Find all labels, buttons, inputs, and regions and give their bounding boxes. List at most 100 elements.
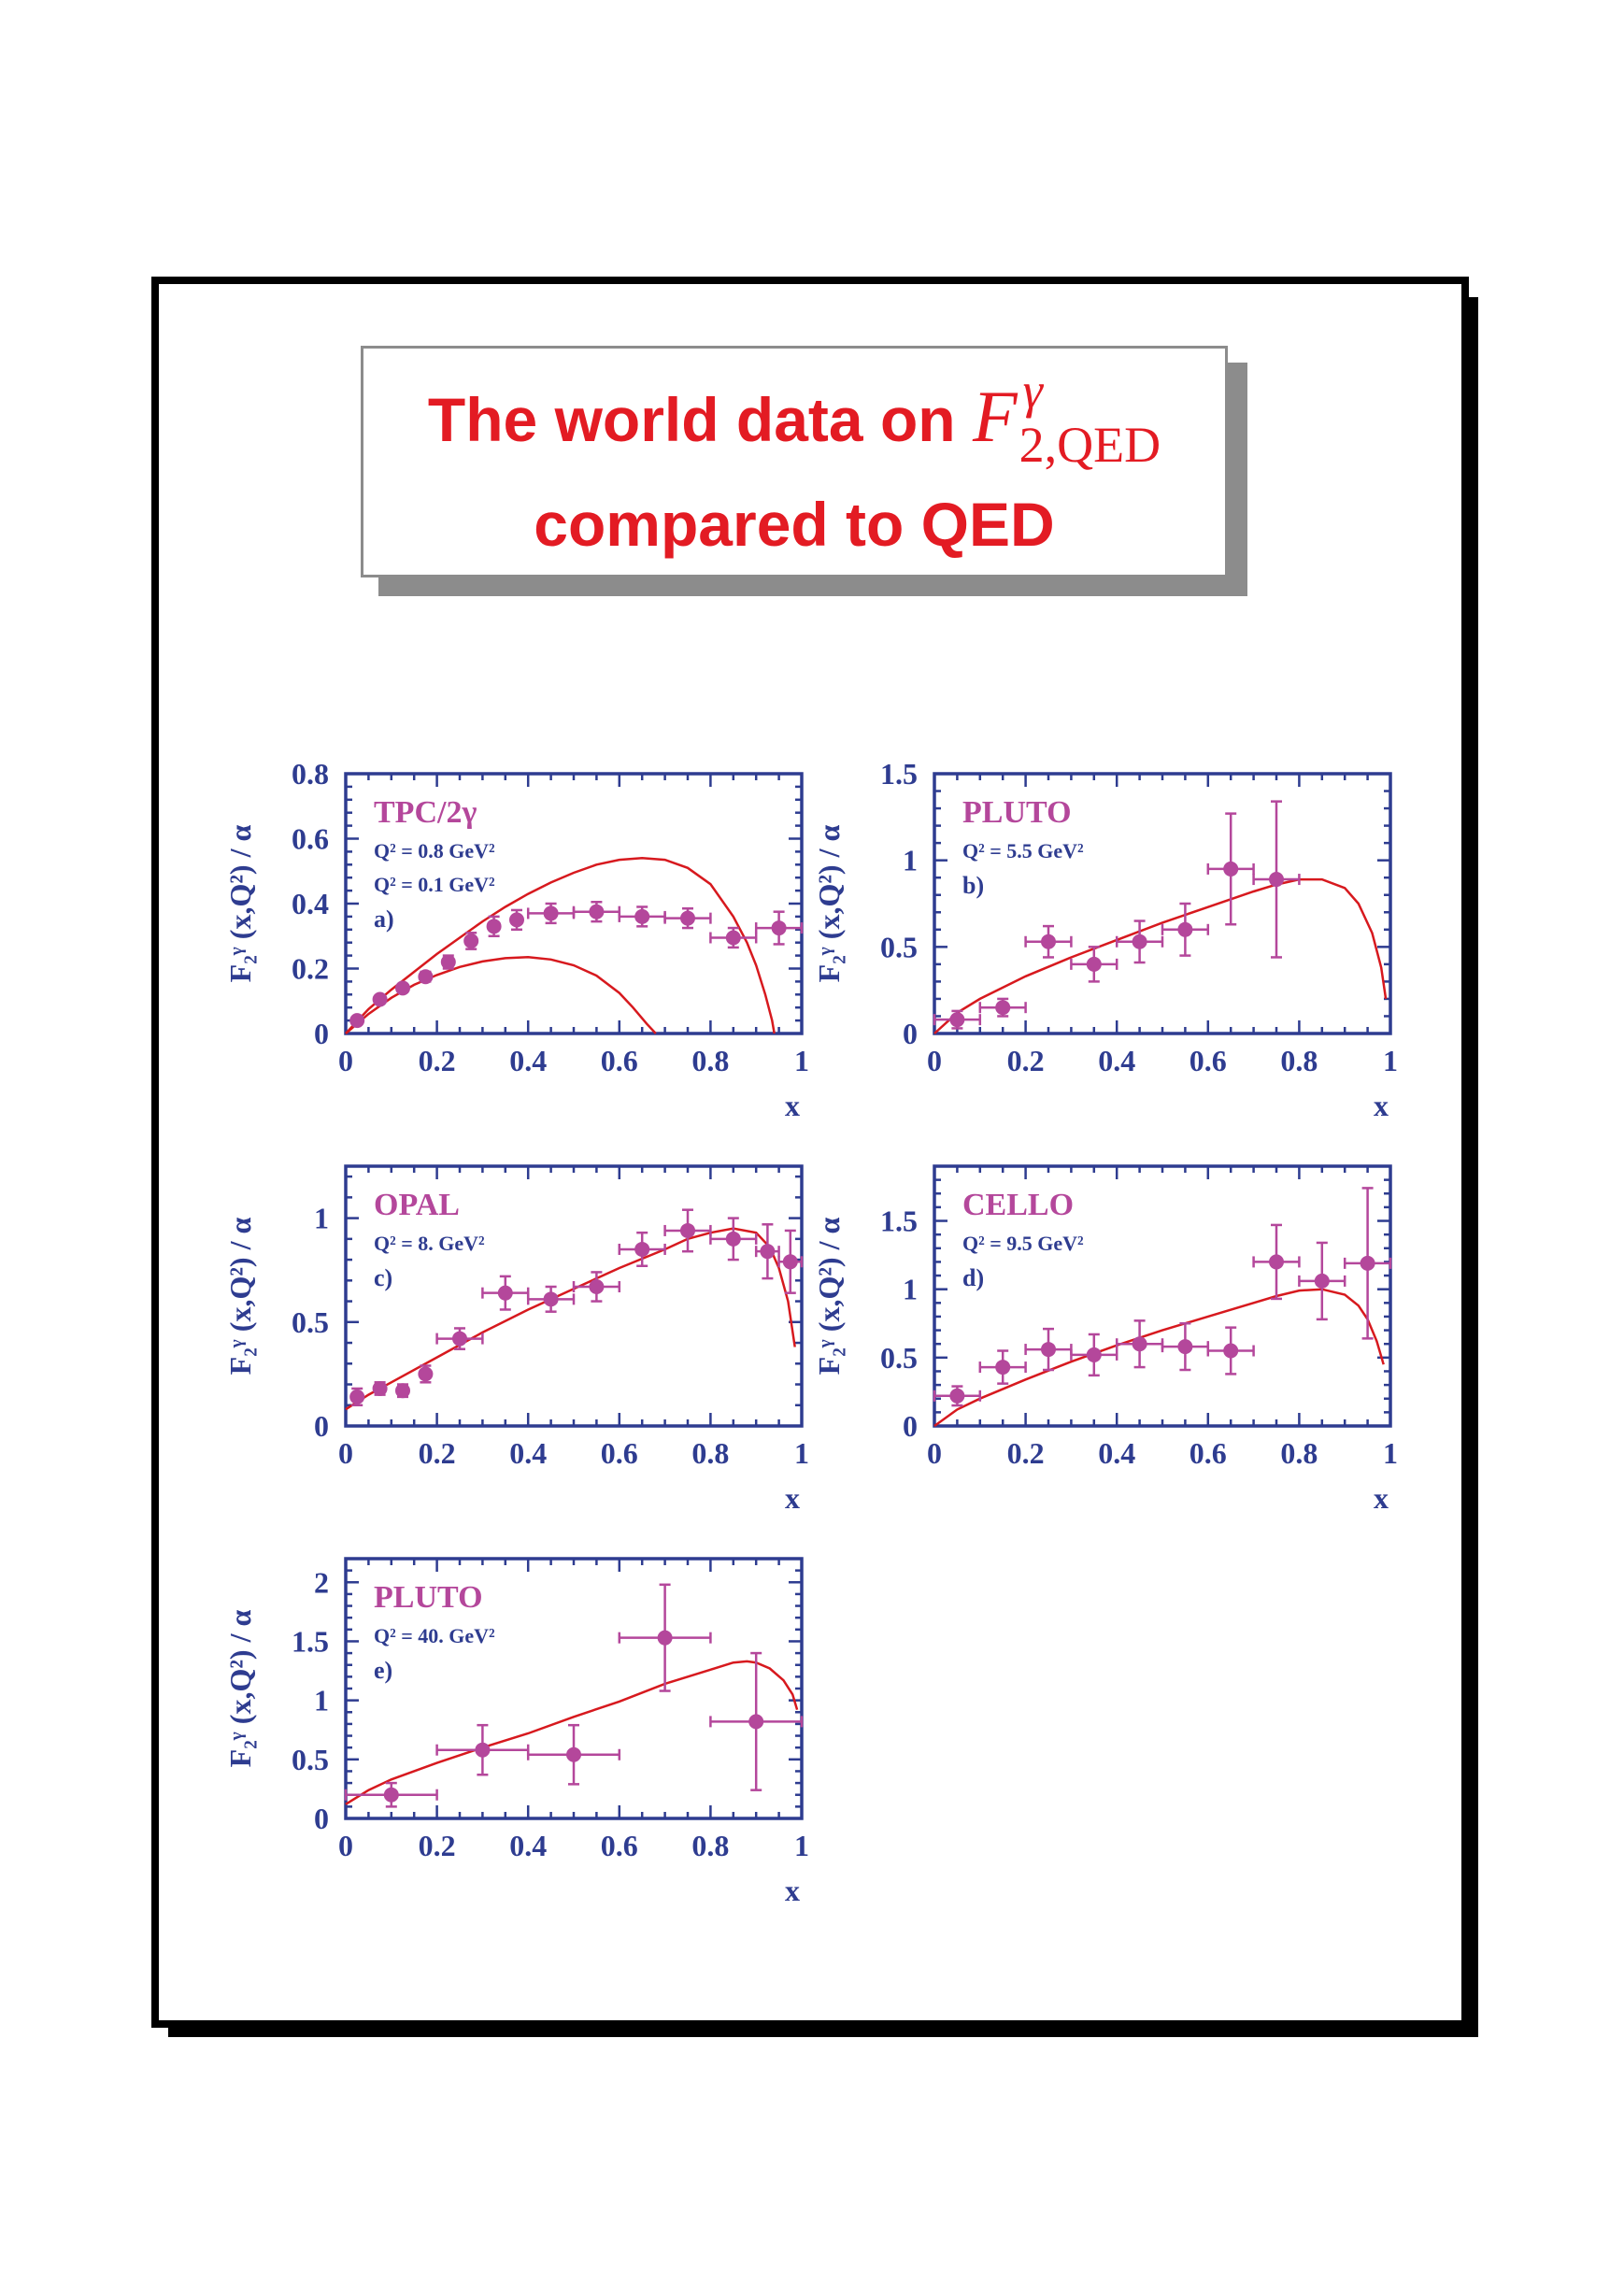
y-tick-label: 0	[314, 1017, 329, 1050]
formula-base: F	[972, 376, 1018, 457]
data-point	[1252, 800, 1301, 959]
y-tick-label: 0	[903, 1409, 918, 1443]
data-point	[1070, 946, 1118, 983]
data-marker	[725, 930, 741, 946]
q2-label: Q² = 0.8 GeV²	[374, 839, 495, 862]
data-point	[1206, 812, 1255, 926]
x-tick-label: 0.8	[691, 1829, 729, 1862]
data-marker	[418, 969, 434, 985]
data-marker	[440, 954, 456, 970]
data-point	[372, 1380, 388, 1396]
data-marker	[452, 1331, 467, 1347]
x-axis-label: x	[785, 1874, 800, 1907]
data-marker	[383, 1787, 399, 1803]
data-marker	[475, 1742, 491, 1758]
data-point	[1343, 1187, 1392, 1340]
chart-panel-a: 0 0.2 0.4 0.6 0.8 1 0 0.2 0.4 0.6 0.8 x F₂ᵞ (x,Q²) /…	[223, 757, 809, 1122]
data-point	[754, 1223, 780, 1280]
data-point	[572, 901, 621, 923]
q2-label: Q² = 9.5 GeV²	[962, 1232, 1084, 1255]
data-point	[344, 1781, 438, 1808]
y-tick-label: 1	[314, 1684, 329, 1718]
y-axis-label: F₂ᵞ (x,Q²) / α	[812, 825, 846, 983]
data-point	[933, 1009, 982, 1030]
panel-tag: e)	[374, 1657, 392, 1684]
chart-panel-d: 0 0.2 0.4 0.6 0.8 1 0 0.5 1 1.5 x F₂ᵞ (x,Q²) / α CEL…	[812, 1164, 1398, 1515]
formula-subscript: γ 2,QED	[1019, 363, 1161, 474]
y-tick-label: 0.5	[880, 930, 918, 963]
data-point	[349, 1387, 365, 1407]
x-tick-label: 0.2	[419, 1436, 456, 1470]
data-marker	[543, 1291, 559, 1307]
y-tick-label: 1	[314, 1202, 329, 1235]
y-tick-label: 0.5	[292, 1743, 329, 1776]
qed-curve-1	[933, 877, 1388, 1034]
data-marker	[949, 1388, 965, 1404]
data-marker	[1314, 1273, 1330, 1289]
y-tick-label: 0.8	[292, 757, 329, 791]
data-point	[1115, 1319, 1164, 1369]
data-point	[526, 1285, 576, 1313]
data-marker	[1360, 1255, 1375, 1271]
data-point	[418, 969, 434, 985]
data-point	[777, 1229, 804, 1294]
data-point	[435, 1723, 530, 1776]
data-point	[395, 980, 410, 996]
y-tick-label: 1.5	[880, 757, 918, 791]
y-tick-label: 0.6	[292, 822, 329, 856]
data-point	[618, 1583, 712, 1692]
data-point	[526, 1723, 621, 1786]
data-marker	[760, 1244, 776, 1260]
data-point	[663, 906, 712, 930]
data-point	[978, 997, 1027, 1018]
data-point	[463, 932, 479, 950]
data-marker	[1269, 1254, 1284, 1270]
data-point	[372, 991, 388, 1007]
data-marker	[486, 919, 502, 934]
data-marker	[771, 920, 787, 936]
x-tick-label: 0.2	[1007, 1044, 1045, 1077]
q2-label: Q² = 0.1 GeV²	[374, 873, 495, 896]
formula-superscript: γ	[1022, 363, 1043, 419]
data-point	[754, 910, 804, 946]
data-marker	[543, 905, 559, 921]
data-marker	[634, 908, 650, 924]
data-point	[663, 1208, 712, 1253]
x-tick-label: 0.6	[601, 1044, 638, 1077]
x-tick-label: 0.6	[601, 1436, 638, 1470]
data-point	[1161, 902, 1210, 957]
data-marker	[395, 980, 410, 996]
x-tick-label: 0.8	[691, 1044, 729, 1077]
data-point	[1298, 1241, 1346, 1321]
x-tick-label: 0.8	[1280, 1436, 1318, 1470]
data-marker	[995, 1000, 1011, 1016]
data-point	[435, 1327, 484, 1350]
panel-tag: b)	[962, 872, 984, 899]
data-marker	[1269, 872, 1284, 888]
panel-tag: c)	[374, 1264, 392, 1291]
x-tick-label: 0.6	[1190, 1436, 1227, 1470]
y-axis-label: F₂ᵞ (x,Q²) / α	[223, 1610, 257, 1768]
data-point	[709, 1651, 804, 1791]
data-point	[572, 1271, 621, 1303]
x-tick-label: 0.4	[1098, 1436, 1135, 1470]
x-axis-label: x	[785, 1089, 800, 1122]
data-point	[440, 954, 456, 970]
y-tick-label: 0	[903, 1017, 918, 1050]
qed-curve-2	[345, 956, 657, 1034]
data-point	[1161, 1322, 1210, 1372]
data-marker	[680, 910, 695, 926]
y-tick-label: 1.5	[292, 1624, 329, 1658]
chart-panel-b: 0 0.2 0.4 0.6 0.8 1 0 0.5 1 1.5 x F₂ᵞ (x,Q²) / α PLU…	[812, 757, 1398, 1122]
x-tick-label: 0.4	[509, 1829, 547, 1862]
y-tick-label: 2	[314, 1565, 329, 1599]
data-marker	[1177, 1339, 1193, 1355]
data-point	[618, 1231, 666, 1268]
data-marker	[949, 1012, 965, 1028]
experiment-label: PLUTO	[962, 795, 1072, 830]
data-marker	[589, 1278, 605, 1294]
data-marker	[680, 1222, 695, 1238]
